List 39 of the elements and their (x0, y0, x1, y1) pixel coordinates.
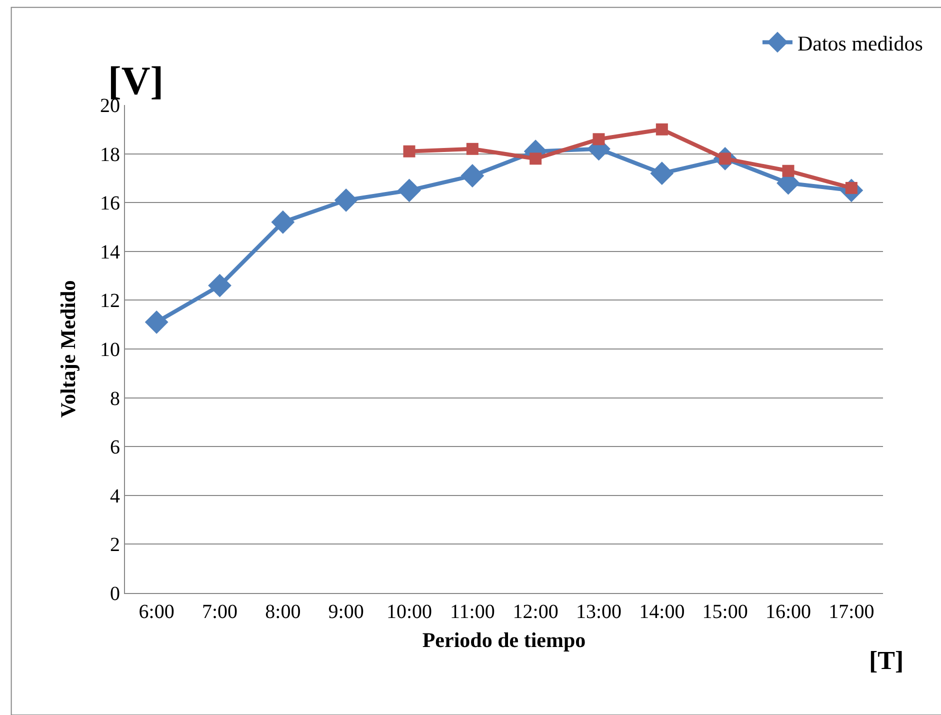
y-tick-label: 18 (100, 144, 120, 166)
legend-label: Datos medidos (797, 31, 923, 56)
y-tick-label: 0 (110, 583, 120, 605)
point (403, 145, 416, 158)
x-tick-label: 14:00 (639, 601, 685, 623)
x-tick-label: 12:00 (512, 601, 558, 623)
y-tick-label: 2 (110, 534, 120, 556)
point (398, 178, 421, 202)
point (271, 210, 295, 234)
y-tick-label: 12 (100, 290, 120, 312)
y-tick-label: 10 (100, 339, 120, 361)
point (144, 310, 168, 334)
point (530, 152, 542, 165)
x-tick-label: 6:00 (138, 601, 174, 623)
point (466, 142, 478, 155)
point (782, 164, 794, 177)
y-tick-label: 4 (110, 485, 120, 508)
x-tick-label: 7:00 (202, 601, 238, 623)
point (592, 133, 605, 146)
text: [T] (869, 646, 904, 675)
point (334, 188, 358, 212)
y-tick-label: 6 (110, 436, 120, 459)
x-axis-title: Periodo de tiempo (422, 628, 586, 652)
point (656, 123, 668, 136)
x-tick-label: 13:00 (576, 601, 622, 623)
x-tick-label: 16:00 (765, 601, 812, 623)
point (460, 164, 484, 188)
x-tick-label: 8:00 (265, 601, 301, 623)
x-tick-label: 9:00 (328, 601, 364, 623)
y-tick-label: 14 (100, 241, 120, 264)
point (208, 274, 232, 298)
x-tick-label: 10:00 (386, 601, 432, 623)
y-axis-title: Voltaje Medido (56, 280, 80, 418)
point (650, 162, 674, 186)
x-tick-label: 15:00 (702, 601, 748, 623)
y-tick-label: 16 (100, 192, 120, 215)
y-tick-label: 8 (110, 388, 120, 410)
x-tick-label: 17:00 (828, 601, 874, 623)
x-tick-label: 11:00 (450, 601, 495, 623)
